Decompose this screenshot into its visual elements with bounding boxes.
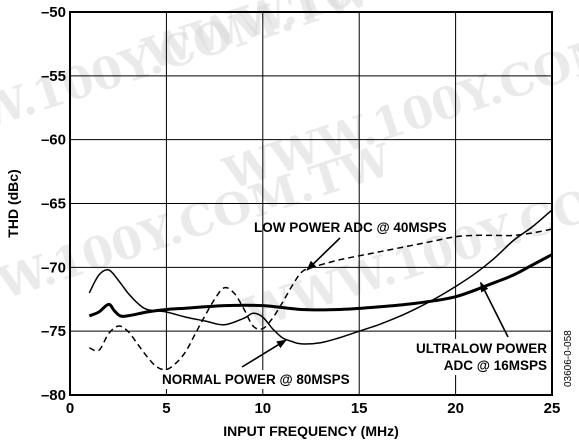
- series-line: [88, 253, 553, 318]
- y-tick-label: –80: [41, 387, 66, 404]
- annotation-arrow-ultralow-power: [479, 281, 509, 338]
- x-tick-label: 15: [351, 400, 368, 417]
- y-tick-label: –65: [41, 196, 66, 213]
- series-lines: [88, 209, 553, 371]
- x-tick-label: 10: [254, 400, 271, 417]
- y-tick-label: –70: [41, 259, 66, 276]
- annotation-low-power: LOW POWER ADC @ 40MSPS: [254, 220, 447, 235]
- x-tick-label: 0: [66, 400, 74, 417]
- x-axis-title: INPUT FREQUENCY (MHz): [223, 423, 399, 439]
- y-tick-label: –75: [41, 323, 66, 340]
- annotation-arrow-normal-power: [241, 339, 287, 368]
- annotation-arrow-low-power: [306, 237, 341, 271]
- series-line: [88, 209, 553, 345]
- y-axis-title: THD (dBc): [5, 169, 21, 237]
- watermark: WWW.100Y.COM.TW WWW.100Y.COM.TW WWW.100Y…: [0, 0, 579, 341]
- annotation-ultralow-power-line1: ULTRALOW POWER: [416, 341, 547, 356]
- annotation-ultralow-power-line2: ADC @ 16MSPS: [444, 358, 547, 373]
- x-tick-label: 25: [544, 400, 561, 417]
- y-tick-label: –55: [41, 68, 66, 85]
- x-tick-labels: 0 5 10 15 20 25: [66, 400, 561, 417]
- y-tick-labels: –80 –75 –70 –65 –60 –55 –50: [41, 4, 66, 404]
- x-tick-label: 5: [162, 400, 170, 417]
- figure-code: 03606-0-058: [563, 330, 574, 387]
- annotation-bg-ultralow-power: [414, 339, 550, 375]
- x-tick-label: 20: [447, 400, 464, 417]
- y-tick-label: –60: [41, 132, 66, 149]
- annotation-normal-power: NORMAL POWER @ 80MSPS: [162, 372, 350, 387]
- plot-frame: [69, 11, 553, 396]
- y-tick-label: –50: [41, 4, 66, 21]
- annotations: LOW POWER ADC @ 40MSPS NORMAL POWER @ 80…: [160, 220, 550, 389]
- annotation-bg-normal-power: [160, 370, 352, 389]
- series-line: [89, 228, 553, 371]
